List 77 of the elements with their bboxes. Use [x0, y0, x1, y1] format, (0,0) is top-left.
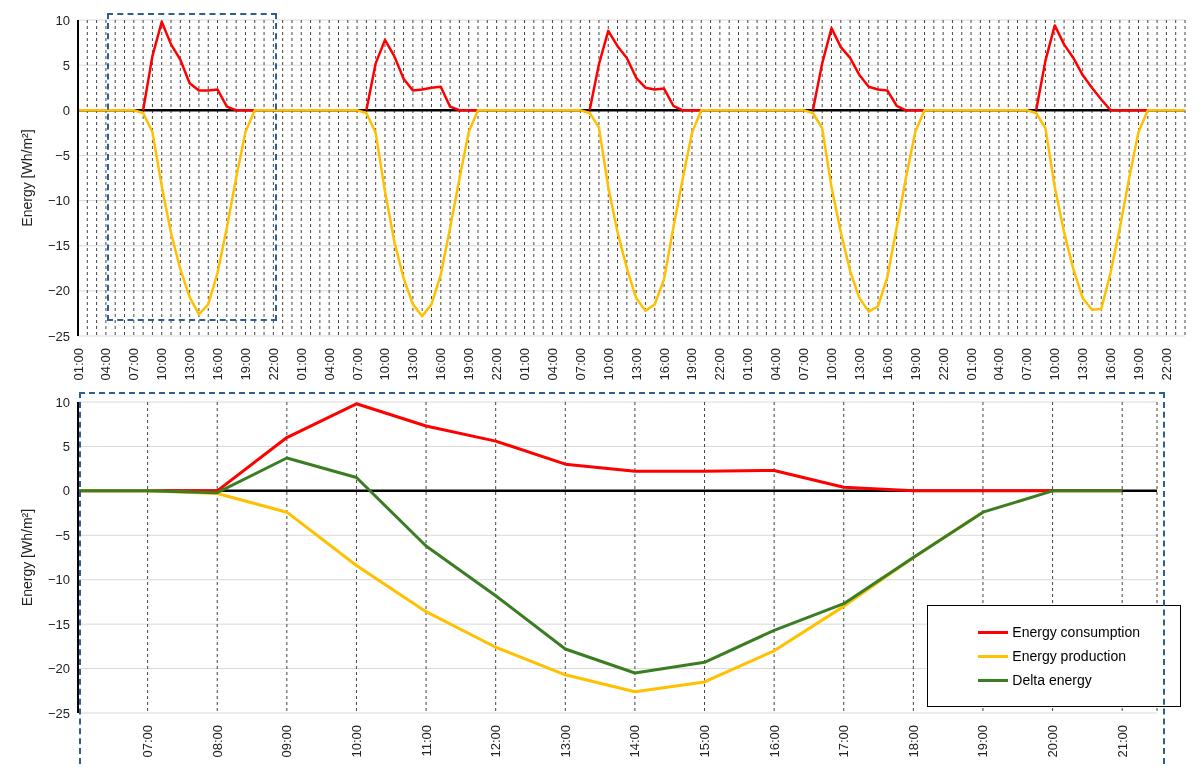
x-tick-label: 10:00	[600, 348, 616, 381]
x-tick-label: 19:00	[461, 348, 477, 381]
line-series	[76, 109, 1187, 318]
x-tick-label: 22:00	[489, 348, 505, 381]
x-tick-label: 07:00	[1019, 348, 1035, 381]
y-tick-label: 0	[62, 483, 70, 499]
x-tick-label: 04:00	[321, 348, 337, 381]
x-tick-label: 08:00	[209, 725, 225, 758]
y-axis-title: Energy [Wh/m²]	[19, 129, 35, 227]
x-tick-label: 14:00	[627, 725, 643, 758]
x-tick-label: 20:00	[1045, 725, 1061, 758]
x-tick-label: 10:00	[348, 725, 364, 758]
x-tick-label: 13:00	[628, 348, 644, 381]
x-tick-label: 10:00	[154, 348, 170, 381]
x-tick-label: 22:00	[712, 348, 728, 381]
x-tick-label: 10:00	[377, 348, 393, 381]
x-tick-label: 07:00	[572, 348, 588, 381]
x-tick-label: 19:00	[237, 348, 253, 381]
x-tick-label: 13:00	[405, 348, 421, 381]
x-tick-label: 04:00	[98, 348, 114, 381]
y-tick-label: −15	[47, 616, 70, 632]
x-tick-label: 22:00	[265, 348, 281, 381]
y-tick-label: −5	[55, 527, 70, 543]
x-tick-label: 16:00	[766, 725, 782, 758]
x-tick-label: 10:00	[824, 348, 839, 381]
y-tick-label: −15	[47, 238, 70, 254]
x-tick-label: 04:00	[768, 348, 784, 381]
y-tick-label: 10	[55, 394, 70, 410]
x-tick-label: 21:00	[1114, 725, 1130, 758]
x-tick-label: 19:00	[907, 348, 923, 381]
x-tick-label: 12:00	[488, 725, 504, 758]
x-tick-label: 15:00	[697, 725, 713, 758]
x-tick-label: 22:00	[935, 348, 951, 381]
y-tick-label: −25	[47, 328, 70, 344]
y-tick-label: −5	[55, 148, 70, 164]
x-tick-label: 07:00	[126, 348, 142, 381]
x-tick-label: 16:00	[210, 348, 226, 381]
y-axis-title: Energy [Wh/m²]	[19, 508, 35, 607]
x-tick-label: 07:00	[796, 348, 812, 381]
x-tick-label: 16:00	[879, 348, 895, 381]
x-tick-label: 17:00	[836, 725, 852, 758]
x-tick-label: 22:00	[1158, 348, 1174, 381]
x-tick-label: 09:00	[279, 725, 295, 758]
y-tick-label: −25	[47, 705, 70, 721]
x-tick-label: 19:00	[684, 348, 700, 381]
x-tick-label: 13:00	[851, 348, 867, 381]
y-tick-label: 5	[62, 439, 70, 455]
y-tick-label: 0	[62, 102, 70, 118]
y-tick-label: −10	[47, 572, 70, 588]
x-tick-label: 07:00	[140, 725, 156, 758]
x-tick-label: 18:00	[905, 725, 921, 758]
x-tick-label: 04:00	[991, 348, 1007, 381]
x-tick-label: 13:00	[557, 725, 573, 758]
y-tick-label: −20	[47, 283, 70, 299]
legend-label: Energy consumption	[1012, 624, 1140, 640]
x-tick-label: 01:00	[963, 348, 979, 381]
legend-label: Delta energy	[1012, 672, 1092, 688]
x-tick-label: 11:00	[418, 725, 434, 757]
x-tick-label: 07:00	[349, 348, 365, 381]
x-tick-label: 13:00	[1075, 348, 1091, 381]
x-tick-label: 16:00	[656, 348, 672, 381]
x-tick-label: 01:00	[70, 348, 86, 381]
x-tick-label: 10:00	[1047, 348, 1063, 381]
x-tick-label: 19:00	[1130, 348, 1146, 381]
y-tick-label: 5	[62, 57, 70, 73]
y-tick-label: 10	[55, 12, 70, 28]
x-tick-label: 16:00	[1103, 348, 1119, 381]
legend-label: Energy production	[1012, 648, 1126, 664]
x-tick-label: 04:00	[544, 348, 560, 381]
x-tick-label: 19:00	[975, 725, 991, 758]
y-tick-label: −10	[47, 193, 70, 209]
x-tick-label: 13:00	[182, 348, 198, 381]
x-tick-label: 16:00	[433, 348, 449, 381]
x-tick-label: 01:00	[517, 348, 533, 381]
x-tick-label: 01:00	[740, 348, 756, 381]
x-tick-label: 01:00	[293, 348, 309, 381]
y-tick-label: −20	[47, 661, 70, 677]
